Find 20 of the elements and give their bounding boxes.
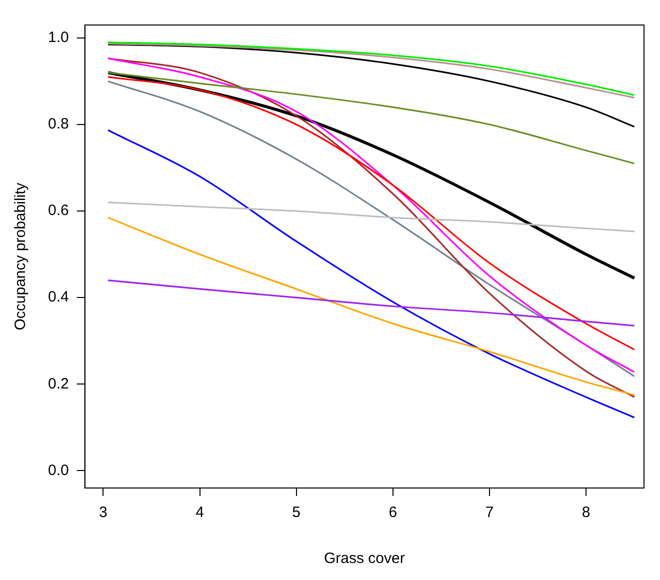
x-tick-label: 6	[388, 504, 398, 522]
y-tick-label: 0.6	[48, 202, 69, 220]
y-tick-label: 0.2	[48, 375, 69, 392]
x-tick-label: 3	[99, 504, 108, 522]
x-tick-label: 7	[485, 504, 494, 522]
y-tick-label: 1.0	[48, 29, 69, 46]
line-series	[107, 129, 636, 418]
y-tick-label: 0.0	[48, 462, 69, 479]
line-series	[107, 202, 636, 232]
x-tick-label: 5	[292, 504, 301, 522]
line-series	[107, 216, 636, 396]
y-tick-label: 0.4	[48, 288, 69, 306]
y-tick-label: 0.8	[48, 116, 69, 133]
line-series	[107, 44, 636, 128]
x-tick-label: 8	[582, 504, 590, 522]
x-tick-label: 4	[196, 504, 204, 522]
y-axis-title: Occupancy probability	[12, 182, 30, 330]
x-axis-title: Grass cover	[324, 550, 405, 568]
line-series	[107, 72, 636, 164]
line-series	[107, 280, 636, 327]
